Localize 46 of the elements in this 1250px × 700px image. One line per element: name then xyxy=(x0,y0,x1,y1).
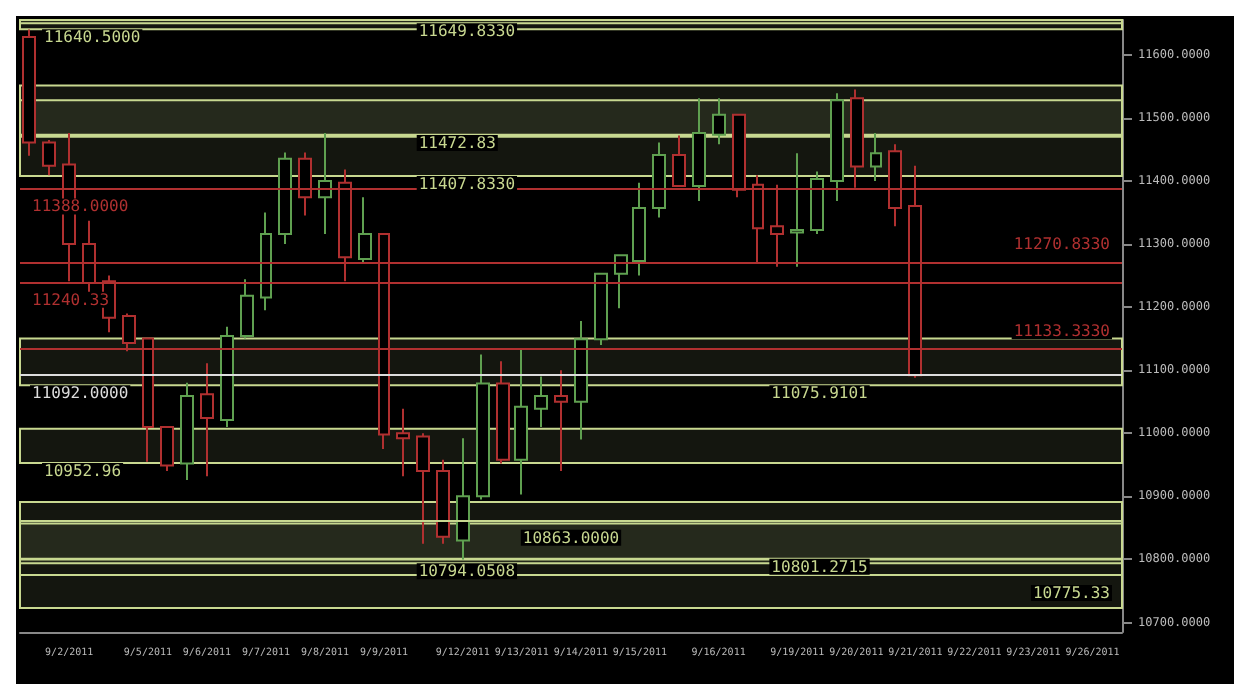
candlestick xyxy=(200,362,214,478)
candlestick xyxy=(318,131,332,235)
candlestick xyxy=(594,272,608,346)
candlestick xyxy=(358,196,372,264)
candlestick xyxy=(496,360,510,465)
candlestick xyxy=(22,28,36,157)
candlestick xyxy=(830,92,844,203)
ref-line-label: 10775.33 xyxy=(1032,584,1111,603)
band-label: 11649.8330 xyxy=(418,22,516,41)
candlestick xyxy=(712,97,726,146)
candlestick xyxy=(240,278,254,340)
candlestick xyxy=(870,131,882,182)
ref-line-label: 11092.0000 xyxy=(32,384,129,403)
candlestick xyxy=(180,381,194,481)
band-label: 11075.9101 xyxy=(771,384,869,403)
ref-line-label: 10863.0000 xyxy=(522,528,620,547)
candlestick xyxy=(456,437,470,561)
band-label: 10794.0508 xyxy=(418,562,516,581)
candlestick xyxy=(790,152,804,268)
candlestick xyxy=(278,151,292,245)
candlestick xyxy=(614,254,628,310)
ref-line-label: 11270.8330 xyxy=(1013,235,1111,254)
ref-line-label: 11240.33 xyxy=(32,290,110,309)
candlestick xyxy=(436,458,450,545)
candlestick xyxy=(652,141,666,219)
candlestick xyxy=(416,432,430,545)
candlestick xyxy=(396,407,410,478)
band-label: 10801.2715 xyxy=(771,557,869,576)
band-label: 11640.5000 xyxy=(44,28,141,47)
candlestick xyxy=(160,425,174,473)
band-label: 10952.96 xyxy=(44,461,122,480)
band-label: 11407.8330 xyxy=(418,174,516,193)
candlestick xyxy=(632,181,646,277)
candlestick xyxy=(514,347,528,496)
candlestick xyxy=(260,211,272,312)
candlestick xyxy=(476,353,490,501)
candlestick xyxy=(534,375,548,428)
candlestick xyxy=(692,97,706,203)
ref-line-label: 11133.3330 xyxy=(1013,322,1111,341)
candlestick xyxy=(42,138,56,177)
band-label: 11472.83 xyxy=(418,133,497,152)
candlestick xyxy=(810,170,824,235)
candlestick xyxy=(554,369,568,473)
candlestick xyxy=(220,325,234,428)
candlestick xyxy=(574,319,588,441)
ref-line-label: 11388.0000 xyxy=(32,197,129,216)
